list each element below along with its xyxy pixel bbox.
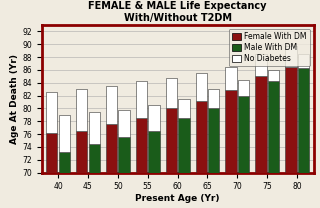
- Title: FEMALE & MALE Life Expectancy
With/Without T2DM: FEMALE & MALE Life Expectancy With/Witho…: [88, 1, 267, 23]
- Bar: [285, 46, 297, 67]
- Bar: [196, 73, 207, 101]
- X-axis label: Present Age (Yr): Present Age (Yr): [135, 194, 220, 203]
- Bar: [59, 115, 70, 152]
- Bar: [255, 76, 267, 173]
- Bar: [89, 112, 100, 144]
- Bar: [196, 101, 207, 173]
- Bar: [46, 92, 58, 133]
- Bar: [76, 89, 87, 131]
- Bar: [208, 89, 220, 108]
- Y-axis label: Age At Death (Yr): Age At Death (Yr): [10, 54, 19, 144]
- Bar: [136, 82, 147, 118]
- Bar: [238, 96, 249, 173]
- Bar: [268, 70, 279, 82]
- Bar: [106, 86, 117, 124]
- Bar: [178, 99, 189, 118]
- Bar: [285, 67, 297, 173]
- Bar: [59, 152, 70, 173]
- Bar: [136, 118, 147, 173]
- Bar: [255, 54, 267, 76]
- Bar: [89, 144, 100, 173]
- Bar: [148, 105, 160, 131]
- Bar: [118, 110, 130, 137]
- Bar: [238, 79, 249, 96]
- Bar: [225, 67, 237, 90]
- Bar: [298, 54, 309, 68]
- Bar: [166, 108, 177, 173]
- Bar: [166, 78, 177, 108]
- Bar: [268, 82, 279, 173]
- Bar: [106, 124, 117, 173]
- Bar: [208, 108, 220, 173]
- Bar: [46, 133, 58, 173]
- Bar: [118, 137, 130, 173]
- Legend: Female With DM, Male With DM, No Diabetes: Female With DM, Male With DM, No Diabete…: [229, 29, 310, 67]
- Bar: [298, 68, 309, 173]
- Bar: [225, 90, 237, 173]
- Bar: [178, 118, 189, 173]
- Bar: [148, 131, 160, 173]
- Bar: [76, 131, 87, 173]
